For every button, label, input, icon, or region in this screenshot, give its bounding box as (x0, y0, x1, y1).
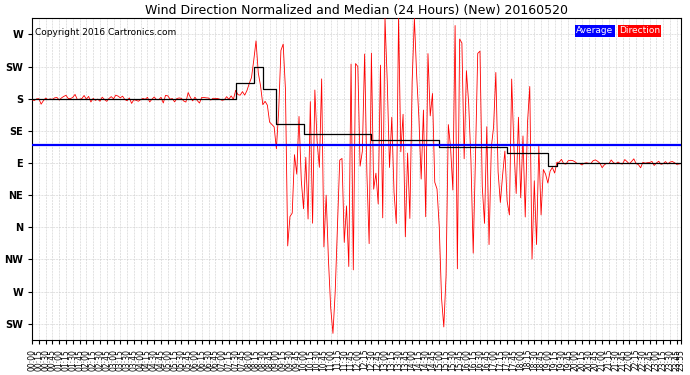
Text: Average: Average (576, 26, 613, 35)
Text: Copyright 2016 Cartronics.com: Copyright 2016 Cartronics.com (35, 28, 177, 37)
Text: Direction: Direction (619, 26, 660, 35)
Title: Wind Direction Normalized and Median (24 Hours) (New) 20160520: Wind Direction Normalized and Median (24… (145, 4, 568, 17)
